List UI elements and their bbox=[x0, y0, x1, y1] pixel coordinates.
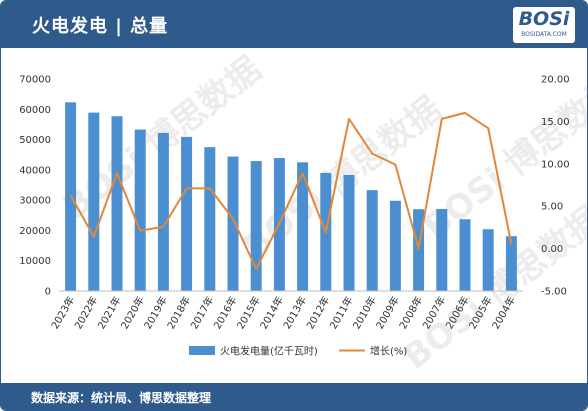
y-left-tick-label: 60000 bbox=[19, 105, 51, 116]
y-right-tick-label: 0.00 bbox=[541, 244, 563, 255]
y-left-tick-label: 20000 bbox=[19, 226, 51, 237]
bar bbox=[88, 112, 100, 291]
y-right-tick-label: 15.00 bbox=[541, 117, 570, 128]
y-left-tick-label: 50000 bbox=[19, 135, 51, 146]
chart-plot: 0 10000 20000 30000 40000 50000 60000 70000 -5.0… bbox=[19, 75, 570, 358]
bar bbox=[343, 175, 355, 291]
logo-url: BOSIDATA.COM bbox=[521, 31, 567, 38]
y-left-tick-label: 70000 bbox=[19, 75, 51, 86]
y-right-tick-label: 20.00 bbox=[541, 75, 570, 86]
bar bbox=[181, 136, 193, 291]
chart-title: 火电发电 | 总量 bbox=[32, 16, 169, 37]
bar bbox=[389, 200, 401, 291]
header-bar: 火电发电 | 总量 BOSi BOSIDATA.COM bbox=[1, 1, 587, 48]
x-tick-label: 2004年 bbox=[489, 294, 518, 331]
legend-line-label: 增长(%) bbox=[370, 345, 407, 358]
bar bbox=[482, 229, 494, 291]
bar bbox=[436, 208, 448, 291]
bar bbox=[250, 161, 262, 291]
legend-bar-swatch bbox=[189, 346, 215, 355]
bar bbox=[204, 147, 216, 291]
bar bbox=[366, 190, 378, 291]
bar bbox=[459, 219, 471, 291]
bar bbox=[413, 209, 425, 291]
footer-bar: 数据来源：统计局、博思数据整理 bbox=[1, 383, 587, 410]
y-right-tick-label: 5.00 bbox=[541, 202, 563, 213]
data-source: 数据来源：统计局、博思数据整理 bbox=[31, 391, 212, 405]
bar bbox=[134, 129, 146, 291]
bar bbox=[111, 116, 123, 291]
y-left-tick-label: 10000 bbox=[19, 256, 51, 267]
bar bbox=[505, 236, 517, 291]
bar bbox=[157, 132, 169, 291]
y-right-tick-label: -5.00 bbox=[541, 287, 567, 298]
y-right-tick-label: 10.00 bbox=[541, 159, 570, 170]
y-left-tick-label: 0 bbox=[45, 287, 51, 298]
bar bbox=[297, 162, 309, 291]
brand-logo: BOSi BOSIDATA.COM bbox=[513, 7, 575, 43]
growth-line bbox=[69, 111, 513, 270]
bar bbox=[227, 156, 239, 291]
y-left-tick-label: 40000 bbox=[19, 165, 51, 176]
legend-bar-label: 火电发电量(亿千瓦时) bbox=[220, 345, 318, 358]
y-left-tick-label: 30000 bbox=[19, 196, 51, 207]
logo-word: BOSi bbox=[518, 8, 570, 30]
